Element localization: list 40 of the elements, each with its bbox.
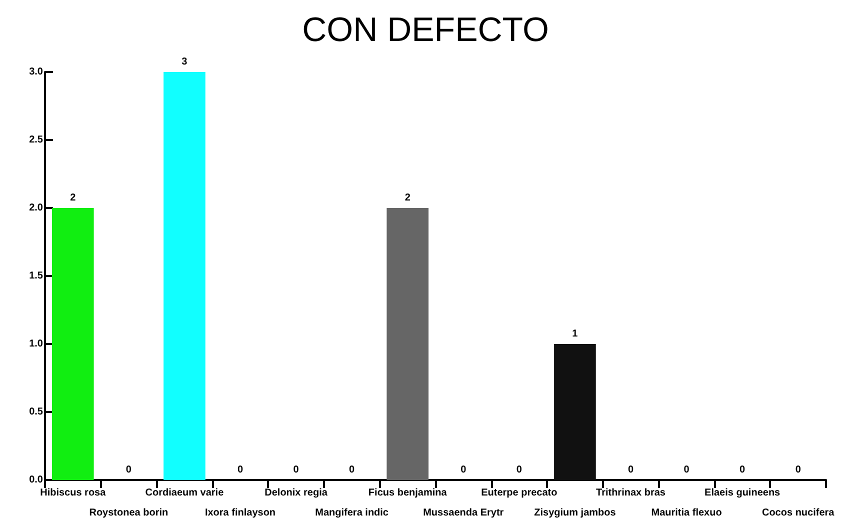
x-tick-label: Trithrinax bras bbox=[596, 488, 666, 498]
x-tick-label: Mauritia flexuo bbox=[651, 508, 722, 518]
bar bbox=[386, 208, 429, 480]
x-tick-label: Mussaenda Erytr bbox=[423, 508, 504, 518]
y-tick-label: 1.5 bbox=[29, 270, 44, 282]
bar bbox=[554, 344, 596, 480]
data-label: 2 bbox=[70, 192, 76, 204]
x-tick-label: Delonix regia bbox=[264, 488, 328, 498]
y-tick-label: 2.0 bbox=[29, 202, 44, 214]
data-label: 2 bbox=[404, 192, 411, 204]
data-label: 1 bbox=[572, 328, 578, 340]
y-tick-label: 3.0 bbox=[29, 66, 44, 78]
x-tick-label: Mangifera indic bbox=[315, 508, 389, 518]
data-label: 0 bbox=[795, 464, 802, 476]
x-tick-label: Ficus benjamina bbox=[368, 488, 448, 498]
data-label: 0 bbox=[460, 464, 467, 476]
y-tick-label: 0.0 bbox=[29, 474, 44, 486]
bar bbox=[52, 208, 94, 480]
data-label: 0 bbox=[516, 464, 522, 476]
x-tick-label: Cocos nucifera bbox=[762, 508, 835, 518]
x-tick-label: Elaeis guineens bbox=[704, 488, 781, 498]
x-tick-label: Zisygium jambos bbox=[534, 508, 616, 518]
chart-title: CON DEFECTO bbox=[302, 11, 549, 49]
data-label: 0 bbox=[628, 464, 634, 476]
data-label: 0 bbox=[126, 464, 132, 476]
data-label: 3 bbox=[182, 56, 188, 68]
x-tick-label: Hibiscus rosa bbox=[40, 488, 106, 498]
data-label: 0 bbox=[349, 464, 356, 476]
x-tick-label: Euterpe precato bbox=[481, 488, 558, 498]
y-tick-label: 0.5 bbox=[29, 406, 44, 418]
bar bbox=[164, 72, 206, 480]
x-tick-label: Roystonea borin bbox=[89, 508, 168, 518]
x-tick-label: Ixora finlayson bbox=[204, 508, 276, 518]
data-label: 0 bbox=[740, 464, 746, 476]
x-tick-label: Cordiaeum varie bbox=[145, 488, 224, 498]
y-tick-label: 1.0 bbox=[29, 338, 44, 350]
data-label: 0 bbox=[684, 464, 690, 476]
data-label: 0 bbox=[237, 464, 244, 476]
data-label: 0 bbox=[293, 464, 300, 476]
y-tick-label: 2.5 bbox=[29, 134, 44, 146]
